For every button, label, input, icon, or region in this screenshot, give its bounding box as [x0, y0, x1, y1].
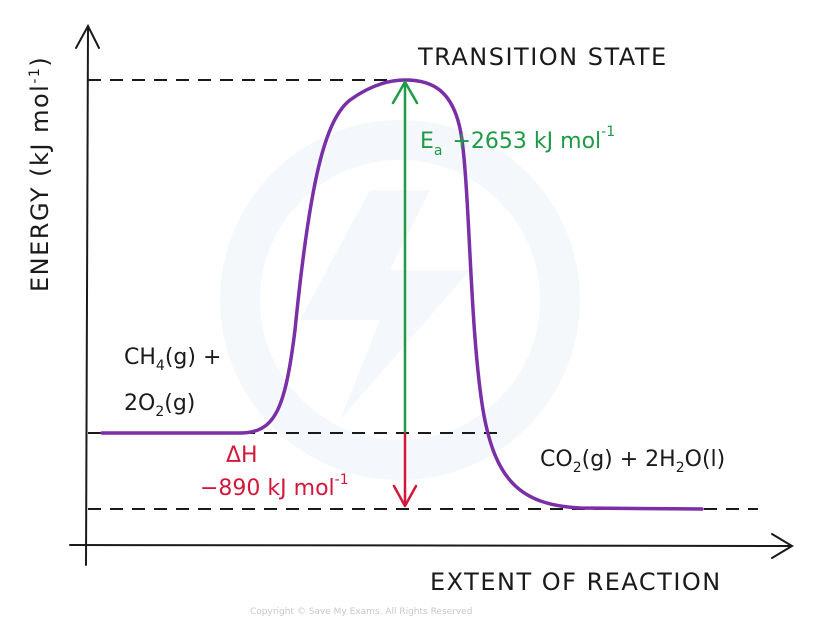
x-axis-arrowhead: [771, 533, 794, 559]
enthalpy-change-arrow: [392, 432, 418, 508]
reactants-label-line2: 2O2(g): [124, 391, 195, 420]
y-axis-label: ENERGY (kJ mol-1): [26, 56, 54, 292]
enthalpy-change-value: −890 kJ mol-1: [200, 472, 349, 501]
x-axis: [69, 544, 791, 547]
y-axis: [85, 27, 89, 566]
reaction-profile-curve: [100, 78, 704, 511]
watermark-logo: [220, 120, 580, 480]
reactants-label-line1: CH4(g) +: [124, 345, 221, 374]
y-axis-arrowhead: [75, 23, 100, 49]
activation-energy-label: Ea +2653 kJ mol-1: [420, 124, 615, 159]
enthalpy-change-symbol: ΔH: [226, 443, 258, 468]
transition-state-label: TRANSITION STATE: [417, 43, 668, 71]
activation-energy-arrow: [391, 80, 419, 434]
products-label: CO2(g) + 2H2O(l): [540, 447, 725, 476]
axes: [69, 23, 794, 566]
x-axis-label: EXTENT OF REACTION: [430, 568, 722, 596]
watermark-text: Copyright © Save My Exams. All Rights Re…: [250, 607, 472, 617]
